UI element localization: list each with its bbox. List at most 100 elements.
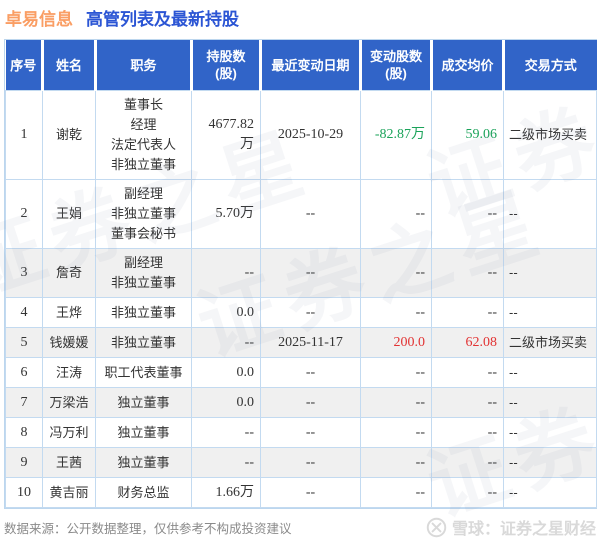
cell-trade-method: -- [503,417,597,448]
col-header-shares: 持股数 (股) [191,40,262,91]
cell-change: -- [360,297,432,328]
col-header-last-change-date: 最近变动日期 [260,40,362,91]
holdings-table: 序号 姓名 职务 持股数 (股) 最近变动日期 变动股数 (股) 成交均价 交易… [4,39,597,509]
cell-change: -- [360,477,432,508]
cell-position: 非独立董事 [95,297,192,328]
cell-trade-method: -- [503,297,597,328]
cell-position: 董事长 经理 法定代表人 非独立董事 [95,90,192,180]
cell-name: 詹奇 [42,248,96,298]
table-row: 10 黄吉丽 财务总监 1.66万 -- -- -- -- [5,477,597,508]
cell-position: 非独立董事 [95,327,192,358]
col-header-avg-price: 成交均价 [431,40,505,91]
cell-index: 2 [5,179,43,249]
cell-shares: 0.0 [191,297,261,328]
table-row: 5 钱媛媛 非独立董事 -- 2025-11-17 200.0 62.08 二级… [5,327,597,358]
cell-change: -82.87万 [360,90,432,180]
xueqiu-logo-icon [426,517,447,538]
cell-date: -- [260,248,361,298]
cell-position: 独立董事 [95,447,192,478]
cell-position: 独立董事 [95,417,192,448]
cell-shares: -- [191,417,261,448]
cell-index: 10 [5,477,43,508]
brand: 雪球：证券之星财经 [426,515,596,539]
cell-change: -- [360,447,432,478]
cell-shares: 4677.82万 [191,90,261,180]
cell-change: -- [360,387,432,418]
cell-position: 独立董事 [95,387,192,418]
cell-date: -- [260,387,361,418]
cell-trade-method: -- [503,387,597,418]
table-row: 8 冯万利 独立董事 -- -- -- -- -- [5,417,597,448]
cell-date: -- [260,477,361,508]
cell-name: 王烨 [42,297,96,328]
cell-index: 5 [5,327,43,358]
cell-index: 4 [5,297,43,328]
cell-position: 财务总监 [95,477,192,508]
table-row: 2 王娟 副经理 非独立董事 董事会秘书 5.70万 -- -- -- -- [5,179,597,249]
cell-avg-price: -- [431,417,504,448]
cell-shares: 0.0 [191,357,261,388]
col-header-position: 职务 [95,40,193,91]
cell-avg-price: 62.08 [431,327,504,358]
cell-date: -- [260,297,361,328]
cell-index: 8 [5,417,43,448]
col-header-name: 姓名 [42,40,97,91]
cell-date: -- [260,179,361,249]
cell-avg-price: -- [431,387,504,418]
cell-trade-method: -- [503,179,597,249]
cell-date: 2025-11-17 [260,327,361,358]
cell-index: 9 [5,447,43,478]
cell-shares: 0.0 [191,387,261,418]
cell-avg-price: -- [431,357,504,388]
table-row: 7 万梁浩 独立董事 0.0 -- -- -- -- [5,387,597,418]
cell-trade-method: 二级市场买卖 [503,327,597,358]
cell-avg-price: 59.06 [431,90,504,180]
cell-name: 王茜 [42,447,96,478]
cell-trade-method: -- [503,447,597,478]
col-header-no: 序号 [5,40,44,91]
cell-date: 2025-10-29 [260,90,361,180]
col-header-trade-method: 交易方式 [503,40,597,91]
cell-avg-price: -- [431,297,504,328]
cell-date: -- [260,357,361,388]
cell-trade-method: -- [503,357,597,388]
stock-name: 卓易信息 [5,10,73,29]
cell-change: -- [360,179,432,249]
cell-position: 职工代表董事 [95,357,192,388]
footer: 数据来源：公开数据整理，仅供参考不构成投资建议 雪球：证券之星财经 [4,515,596,539]
cell-shares: 1.66万 [191,477,261,508]
cell-shares: 5.70万 [191,179,261,249]
cell-date: -- [260,447,361,478]
page-title: 卓易信息 高管列表及最新持股 [0,0,600,32]
cell-position: 副经理 非独立董事 [95,248,192,298]
cell-name: 冯万利 [42,417,96,448]
cell-index: 3 [5,248,43,298]
cell-shares: -- [191,447,261,478]
table-row: 1 谢乾 董事长 经理 法定代表人 非独立董事 4677.82万 2025-10… [5,90,597,180]
cell-avg-price: -- [431,179,504,249]
cell-trade-method: 二级市场买卖 [503,90,597,180]
cell-change: -- [360,248,432,298]
table-header-row: 序号 姓名 职务 持股数 (股) 最近变动日期 变动股数 (股) 成交均价 交易… [5,40,597,91]
cell-shares: -- [191,327,261,358]
cell-name: 谢乾 [42,90,96,180]
table-row: 3 詹奇 副经理 非独立董事 -- -- -- -- -- [5,248,597,298]
col-header-change-shares: 变动股数 (股) [360,40,433,91]
cell-index: 1 [5,90,43,180]
cell-index: 7 [5,387,43,418]
cell-avg-price: -- [431,248,504,298]
cell-name: 万梁浩 [42,387,96,418]
cell-date: -- [260,417,361,448]
table-row: 4 王烨 非独立董事 0.0 -- -- -- -- [5,297,597,328]
cell-name: 钱媛媛 [42,327,96,358]
table-row: 6 汪涛 职工代表董事 0.0 -- -- -- -- [5,357,597,388]
cell-name: 黄吉丽 [42,477,96,508]
cell-name: 汪涛 [42,357,96,388]
cell-trade-method: -- [503,477,597,508]
table-row: 9 王茜 独立董事 -- -- -- -- -- [5,447,597,478]
data-source-note: 数据来源：公开数据整理，仅供参考不构成投资建议 [4,521,292,536]
cell-name: 王娟 [42,179,96,249]
cell-trade-method: -- [503,248,597,298]
cell-avg-price: -- [431,477,504,508]
page-heading: 高管列表及最新持股 [86,10,239,29]
